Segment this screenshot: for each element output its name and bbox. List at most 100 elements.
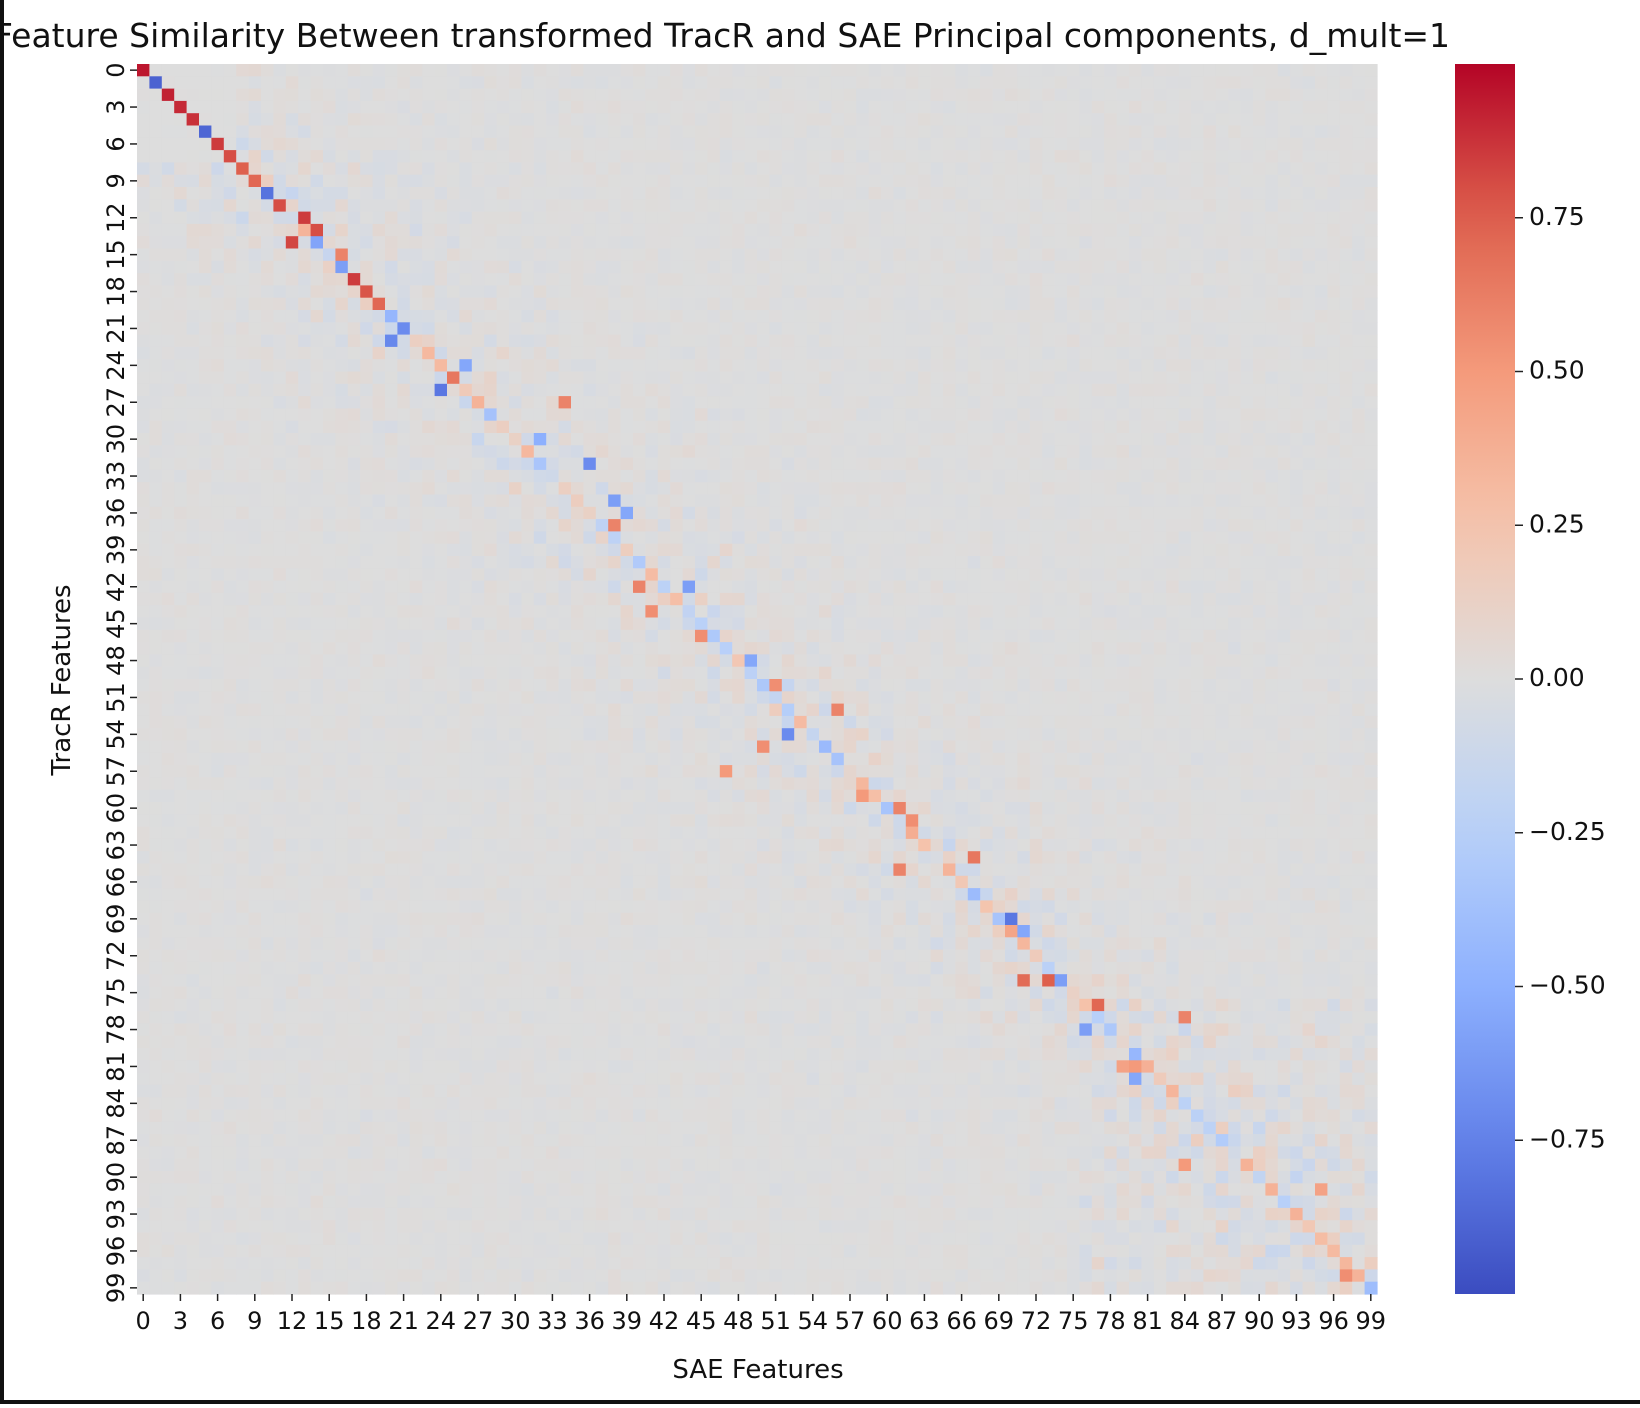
heatmap-cell <box>1191 260 1204 274</box>
heatmap-cell <box>670 543 684 557</box>
heatmap-cell <box>496 88 510 102</box>
heatmap-cell <box>918 482 932 496</box>
heatmap-cell <box>236 433 250 446</box>
heatmap-cell <box>1116 88 1130 102</box>
heatmap-cell <box>298 187 312 200</box>
heatmap-cell <box>980 642 994 655</box>
heatmap-cell <box>645 543 659 557</box>
heatmap-cell <box>149 568 163 582</box>
heatmap-cell <box>1104 248 1118 262</box>
heatmap-cell <box>620 433 634 446</box>
heatmap-cell <box>1277 113 1291 127</box>
heatmap-cell <box>1042 592 1056 606</box>
heatmap-cell <box>459 666 473 680</box>
heatmap-cell <box>1265 310 1279 323</box>
heatmap-cell <box>546 629 560 643</box>
heatmap-cell <box>744 642 758 655</box>
heatmap-cell <box>856 629 870 643</box>
heatmap-cell <box>199 506 212 520</box>
heatmap-cell <box>447 273 460 286</box>
heatmap-cell <box>422 76 436 90</box>
heatmap-cell <box>868 605 882 619</box>
heatmap-cell <box>161 494 175 508</box>
heatmap-cell <box>1327 236 1341 250</box>
heatmap-cell <box>930 654 944 668</box>
heatmap-cell <box>1253 346 1266 360</box>
heatmap-cell <box>199 457 212 471</box>
heatmap-cell <box>1290 445 1304 459</box>
heatmap-cell <box>794 125 808 139</box>
heatmap-cell <box>459 445 473 459</box>
heatmap-cell <box>980 125 994 139</box>
heatmap-cell <box>757 88 770 102</box>
heatmap-cell <box>1116 420 1130 434</box>
heatmap-cell <box>1352 433 1366 446</box>
heatmap-cell <box>1116 100 1130 114</box>
heatmap-cell <box>757 359 770 373</box>
heatmap-cell <box>595 297 609 311</box>
heatmap-cell <box>757 543 770 557</box>
heatmap-cell <box>385 642 398 655</box>
heatmap-cell <box>930 223 944 237</box>
heatmap-cell <box>633 605 646 619</box>
heatmap-cell <box>608 187 622 200</box>
heatmap-cell <box>385 482 398 496</box>
heatmap-cell <box>1290 260 1304 274</box>
heatmap-cell <box>695 236 708 250</box>
heatmap-cell <box>794 556 808 569</box>
heatmap-cell <box>223 359 237 373</box>
heatmap-cell <box>732 420 746 434</box>
heatmap-cell <box>372 64 386 77</box>
heatmap-cell <box>174 223 188 237</box>
heatmap-cell <box>533 408 547 422</box>
heatmap-cell <box>558 223 572 237</box>
heatmap-cell <box>261 359 274 373</box>
heatmap-cell <box>385 125 398 139</box>
heatmap-cell <box>918 100 932 114</box>
heatmap-cell <box>409 273 423 286</box>
heatmap-cell <box>521 125 535 139</box>
heatmap-cell <box>1029 469 1043 483</box>
heatmap-cell <box>409 408 423 422</box>
heatmap-cell <box>1029 174 1043 188</box>
heatmap-cell <box>757 433 770 446</box>
heatmap-cell <box>1364 322 1378 336</box>
heatmap-cell <box>422 334 436 348</box>
heatmap-cell <box>1017 76 1031 90</box>
heatmap-cell <box>1203 408 1217 422</box>
heatmap-cell <box>695 568 708 582</box>
heatmap-cell <box>670 64 684 77</box>
heatmap-cell <box>149 629 163 643</box>
heatmap-cell <box>1054 137 1068 151</box>
heatmap-cell <box>1253 592 1266 606</box>
heatmap-cell <box>1240 543 1254 557</box>
heatmap-cell <box>1042 494 1056 508</box>
heatmap-cell <box>831 629 845 643</box>
heatmap-cell <box>893 187 907 200</box>
heatmap-cell <box>1166 322 1180 336</box>
heatmap-cell <box>1191 310 1204 323</box>
heatmap-cell <box>1141 248 1155 262</box>
heatmap-cell <box>434 506 448 520</box>
heatmap-cell <box>967 666 981 680</box>
heatmap-cell <box>967 469 981 483</box>
heatmap-cell <box>248 482 262 496</box>
heatmap-cell <box>137 506 150 520</box>
heatmap-cell <box>843 605 857 619</box>
heatmap-cell <box>521 531 535 545</box>
heatmap-cell <box>955 592 969 606</box>
heatmap-cell <box>955 322 969 336</box>
heatmap-cell <box>1129 469 1142 483</box>
heatmap-cell <box>248 125 262 139</box>
heatmap-cell <box>273 383 287 397</box>
heatmap-cell <box>967 137 981 151</box>
heatmap-cell <box>211 433 225 446</box>
heatmap-cell <box>744 100 758 114</box>
heatmap-cell <box>881 543 894 557</box>
heatmap-cell <box>1228 408 1242 422</box>
heatmap-cell <box>546 396 560 409</box>
heatmap-cell <box>980 174 994 188</box>
heatmap-cell <box>831 506 845 520</box>
heatmap-cell <box>1017 359 1031 373</box>
heatmap-cell <box>1191 408 1204 422</box>
